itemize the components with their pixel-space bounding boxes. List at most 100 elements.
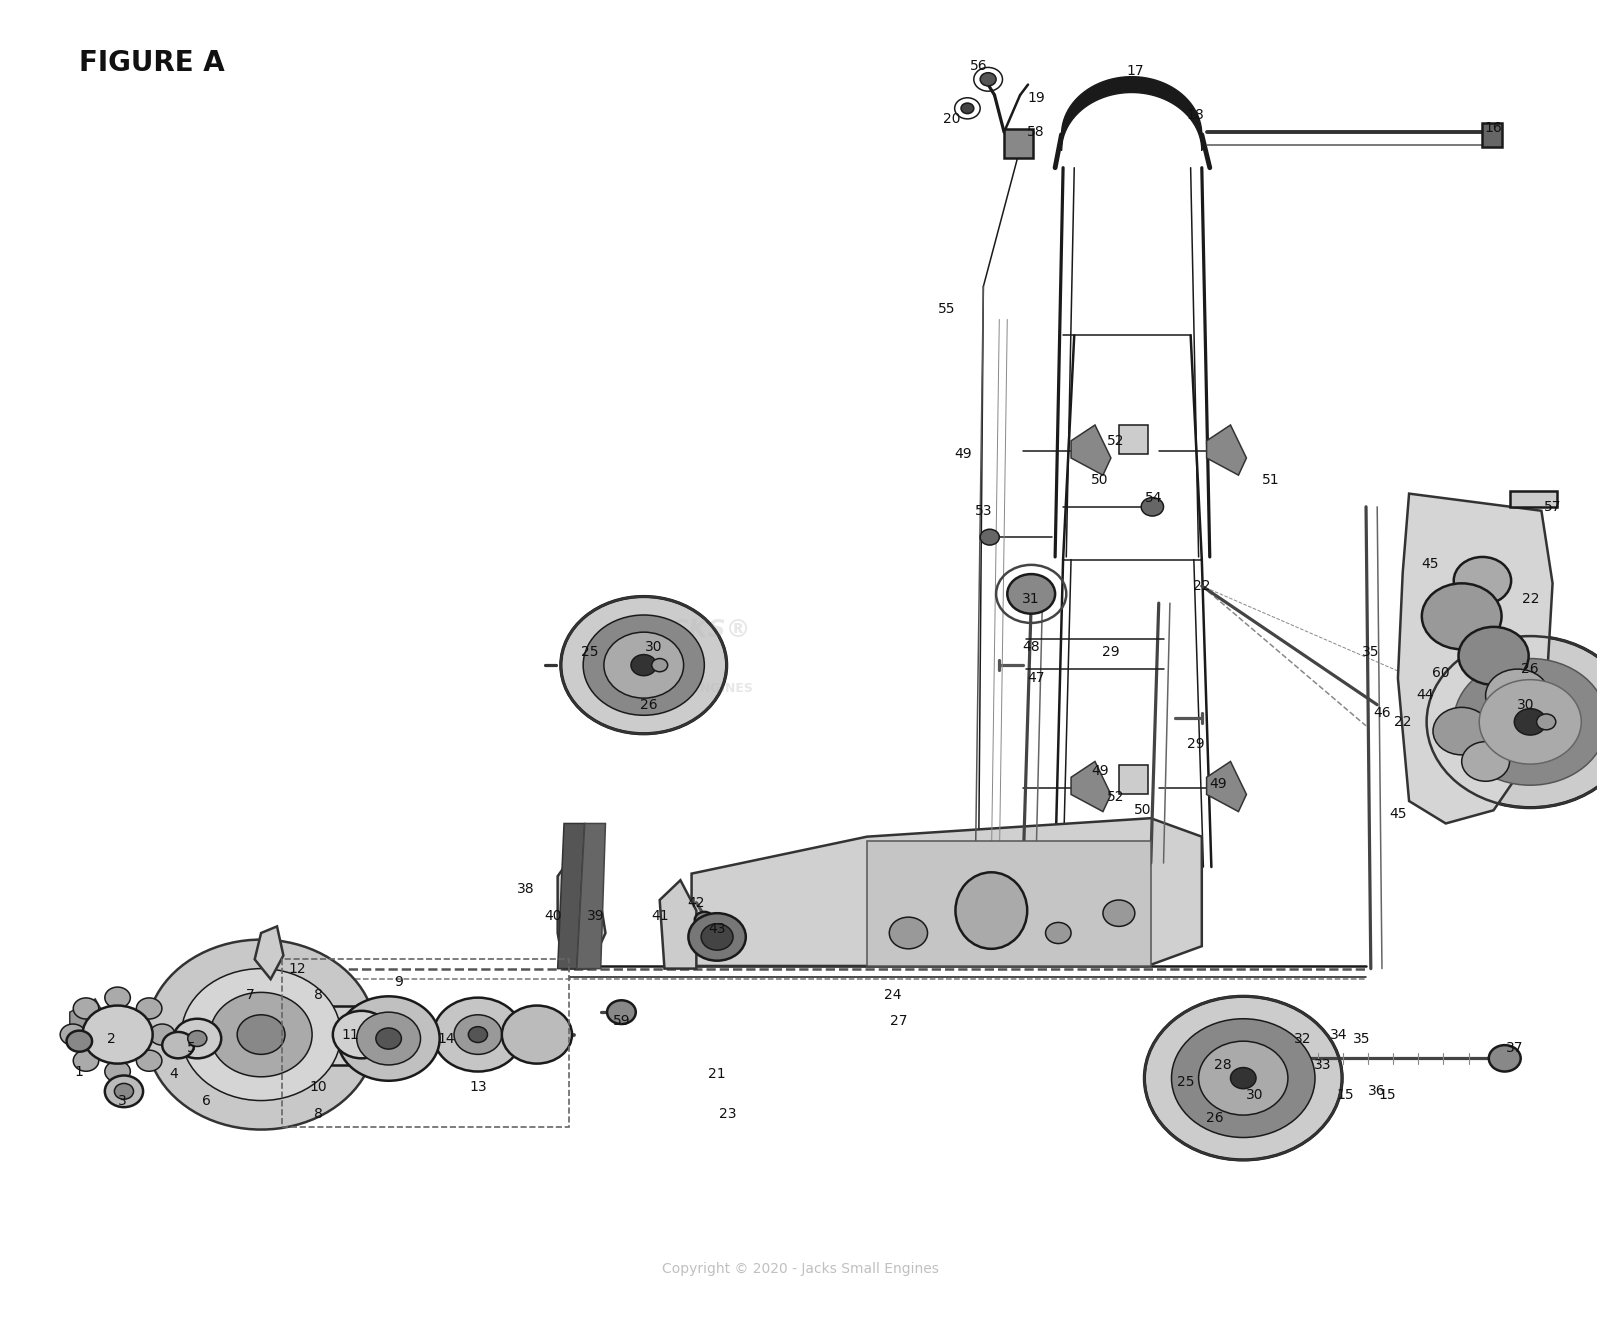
Text: 48: 48 — [1022, 640, 1040, 653]
Text: 49: 49 — [1210, 776, 1227, 791]
Circle shape — [106, 987, 130, 1008]
Circle shape — [333, 1011, 390, 1059]
Text: 26: 26 — [640, 698, 658, 712]
Text: 34: 34 — [1330, 1028, 1347, 1041]
Circle shape — [338, 996, 440, 1081]
Circle shape — [162, 1032, 194, 1059]
Text: 52: 52 — [1107, 790, 1125, 804]
Text: 50: 50 — [1134, 803, 1152, 818]
Text: 15: 15 — [1378, 1088, 1395, 1102]
Text: 55: 55 — [938, 302, 955, 315]
Circle shape — [701, 924, 733, 950]
Text: 41: 41 — [651, 909, 669, 922]
Circle shape — [1434, 708, 1490, 755]
Polygon shape — [70, 999, 107, 1045]
Text: 40: 40 — [544, 909, 562, 922]
Bar — [322, 1006, 389, 1065]
Text: 37: 37 — [1506, 1040, 1523, 1055]
Text: 31: 31 — [1022, 592, 1040, 606]
Text: 30: 30 — [1246, 1088, 1262, 1102]
Circle shape — [562, 596, 726, 734]
Text: 8: 8 — [314, 1106, 323, 1121]
Text: 60: 60 — [1432, 666, 1450, 680]
Circle shape — [106, 1076, 142, 1108]
Polygon shape — [576, 823, 605, 969]
Text: 23: 23 — [720, 1106, 738, 1121]
Polygon shape — [1206, 762, 1246, 812]
Text: 58: 58 — [1027, 125, 1045, 139]
Circle shape — [1454, 556, 1510, 604]
Circle shape — [1198, 1041, 1288, 1116]
Text: 22: 22 — [1194, 579, 1211, 594]
Text: 49: 49 — [954, 447, 971, 461]
Text: 35: 35 — [1352, 1032, 1370, 1045]
Circle shape — [74, 1051, 99, 1072]
Text: 21: 21 — [709, 1067, 726, 1081]
Circle shape — [181, 969, 341, 1101]
Text: 17: 17 — [1126, 65, 1144, 78]
Circle shape — [1486, 669, 1549, 722]
Text: 47: 47 — [1027, 672, 1045, 685]
Text: 8: 8 — [314, 988, 323, 1002]
Circle shape — [981, 529, 1000, 545]
Text: 24: 24 — [883, 988, 901, 1002]
Text: 7: 7 — [245, 988, 254, 1002]
Circle shape — [187, 1031, 206, 1047]
Circle shape — [1459, 627, 1528, 685]
Circle shape — [237, 1015, 285, 1055]
Circle shape — [1488, 1045, 1520, 1072]
Circle shape — [136, 1051, 162, 1072]
Polygon shape — [1206, 425, 1246, 476]
Circle shape — [74, 998, 99, 1019]
Text: 44: 44 — [1416, 689, 1434, 702]
Text: 36: 36 — [1368, 1084, 1386, 1098]
Circle shape — [603, 632, 683, 698]
Text: SMALL ENGINES: SMALL ENGINES — [640, 682, 752, 696]
Circle shape — [1045, 922, 1070, 943]
Circle shape — [114, 1084, 133, 1100]
Circle shape — [502, 1006, 571, 1064]
Text: 18: 18 — [1187, 107, 1205, 122]
Text: 3: 3 — [118, 1093, 126, 1108]
Text: Copyright © 2020 - Jacks Small Engines: Copyright © 2020 - Jacks Small Engines — [661, 1261, 939, 1276]
Text: 30: 30 — [1517, 698, 1534, 712]
Text: 26: 26 — [1522, 662, 1539, 676]
Circle shape — [83, 1006, 152, 1064]
Circle shape — [981, 73, 997, 86]
Circle shape — [1144, 996, 1342, 1159]
Text: 15: 15 — [1336, 1088, 1354, 1102]
Ellipse shape — [955, 872, 1027, 949]
Text: 27: 27 — [890, 1015, 907, 1028]
Text: 4: 4 — [170, 1067, 178, 1081]
Circle shape — [1422, 583, 1501, 649]
Circle shape — [688, 913, 746, 961]
Text: JACKS®: JACKS® — [642, 617, 750, 641]
Text: 6: 6 — [203, 1093, 211, 1108]
Circle shape — [106, 1061, 130, 1083]
Bar — [867, 840, 1150, 966]
Text: 35: 35 — [1362, 645, 1379, 659]
Text: 29: 29 — [1102, 645, 1120, 659]
Circle shape — [606, 1000, 635, 1024]
Text: 49: 49 — [1091, 763, 1109, 778]
Circle shape — [1141, 498, 1163, 515]
Polygon shape — [691, 819, 1202, 966]
Text: 56: 56 — [970, 60, 987, 73]
Text: 42: 42 — [688, 896, 706, 910]
Circle shape — [1454, 659, 1600, 786]
Text: 39: 39 — [587, 909, 605, 922]
Text: 12: 12 — [290, 962, 307, 975]
Text: 43: 43 — [709, 922, 726, 935]
Text: 29: 29 — [1187, 737, 1205, 751]
Text: 45: 45 — [1389, 807, 1406, 822]
Text: 33: 33 — [1314, 1057, 1331, 1072]
Polygon shape — [1070, 425, 1110, 476]
Text: 22: 22 — [1394, 716, 1411, 729]
Text: 26: 26 — [1206, 1110, 1224, 1125]
Circle shape — [357, 1012, 421, 1065]
Text: 20: 20 — [942, 111, 960, 126]
Text: 25: 25 — [581, 645, 598, 659]
Text: 51: 51 — [1261, 473, 1278, 488]
Circle shape — [173, 1019, 221, 1059]
Bar — [1005, 130, 1032, 159]
